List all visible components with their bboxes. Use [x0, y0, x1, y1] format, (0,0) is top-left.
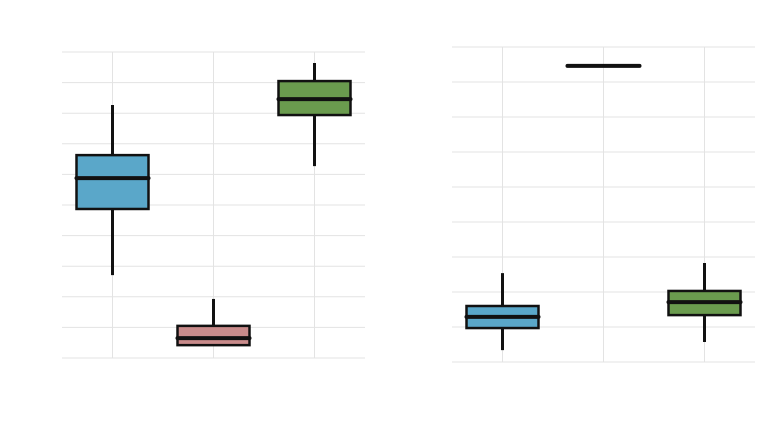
box	[75, 153, 150, 211]
box	[176, 324, 251, 347]
